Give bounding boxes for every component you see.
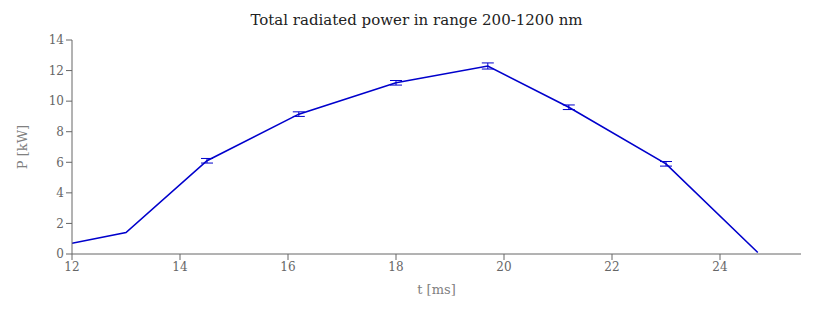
svg-text:6: 6: [56, 156, 64, 170]
svg-text:4: 4: [56, 186, 64, 200]
svg-text:24: 24: [712, 260, 728, 274]
svg-text:12: 12: [64, 260, 79, 274]
svg-text:16: 16: [280, 260, 295, 274]
html-text:Total radiated power in range: Total radiated power in range 200-1200 n…: [250, 11, 583, 29]
svg-text:P [kW]: P [kW]: [15, 125, 30, 169]
svg-text:8: 8: [56, 125, 64, 139]
svg-text:t [ms]: t [ms]: [417, 282, 456, 297]
svg-text:0: 0: [56, 247, 64, 261]
svg-text:18: 18: [388, 260, 403, 274]
svg-text:10: 10: [49, 94, 64, 108]
svg-text:2: 2: [56, 217, 64, 231]
svg-text:14: 14: [49, 33, 65, 47]
svg-text:22: 22: [604, 260, 619, 274]
svg-text:20: 20: [496, 260, 511, 274]
svg-text:12: 12: [49, 64, 64, 78]
svg-text:14: 14: [172, 260, 188, 274]
